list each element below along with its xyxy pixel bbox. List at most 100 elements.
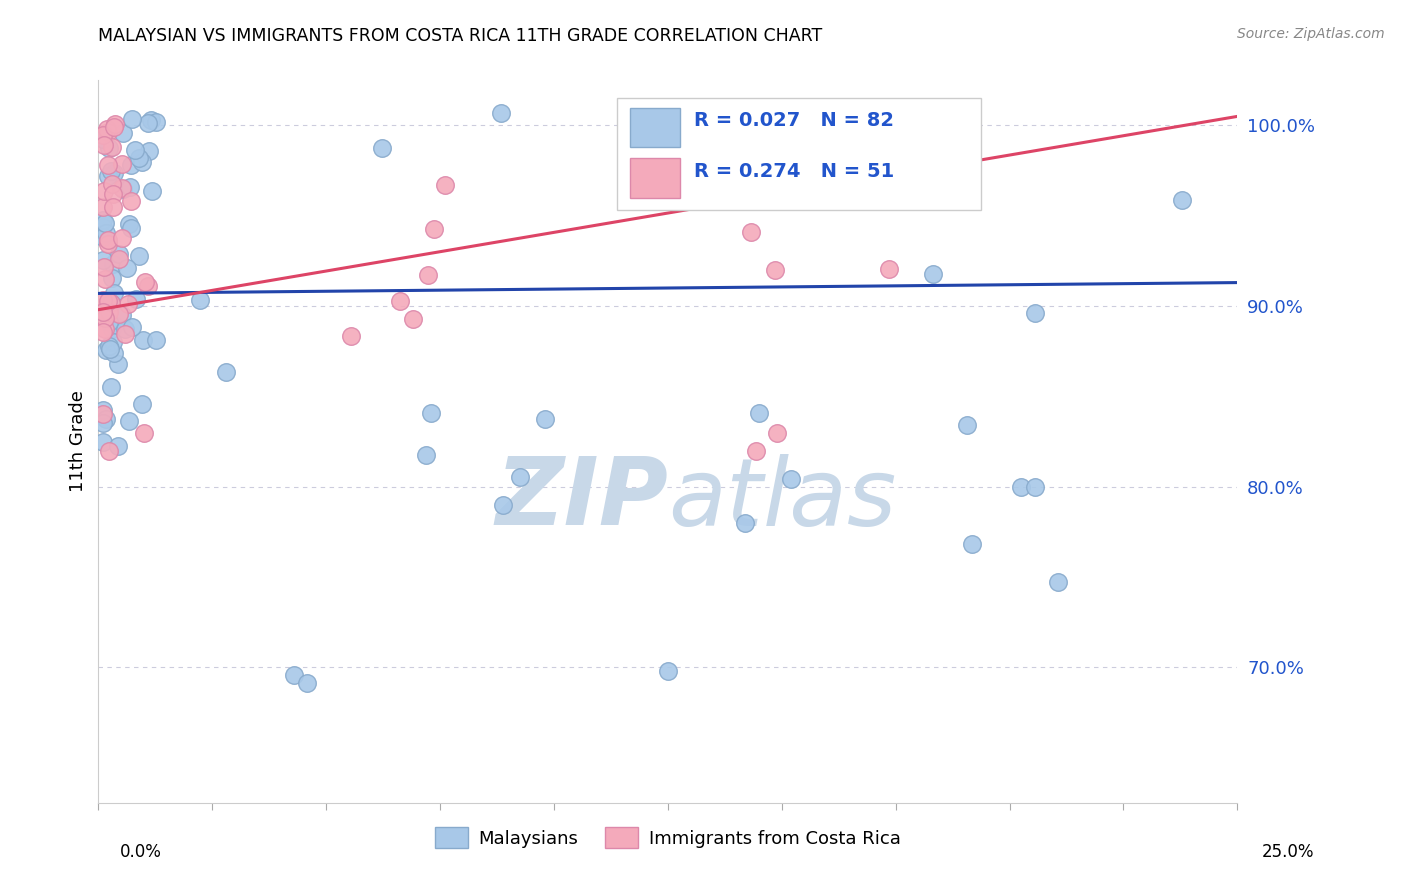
Point [91,434,114,449]
Point [419,406,441,420]
Point [120,179,142,194]
Point [121,320,143,334]
Point [962,537,984,551]
Text: 25.0%: 25.0% [1263,843,1315,861]
Text: MALAYSIAN VS IMMIGRANTS FROM COSTA RICA 11TH GRADE CORRELATION CHART: MALAYSIAN VS IMMIGRANTS FROM COSTA RICA … [98,27,823,45]
Point [104,117,127,131]
Point [91,305,114,319]
Point [107,439,129,453]
Point [108,247,131,261]
Point [91,200,114,214]
Point [98,339,121,353]
Point [111,181,134,195]
Point [94,127,117,141]
Point [145,333,167,347]
Point [94,343,117,357]
Point [214,365,236,379]
Point [138,144,160,158]
Point [111,182,134,196]
Text: atlas: atlas [668,454,896,545]
Point [402,312,425,326]
Point [97,293,120,308]
Point [657,664,679,678]
Point [766,425,789,440]
Point [91,325,114,339]
Point [1024,306,1046,320]
Point [416,268,439,282]
Text: R = 0.274   N = 51: R = 0.274 N = 51 [695,162,894,181]
Point [134,425,156,440]
Point [434,178,457,193]
Point [114,322,136,336]
Point [1010,480,1032,494]
Point [141,184,163,198]
Point [422,222,444,236]
Text: ZIP: ZIP [495,453,668,545]
Point [103,318,125,333]
Point [100,177,122,191]
Point [101,334,124,349]
Point [188,293,211,307]
Point [103,286,125,301]
Point [1024,480,1046,494]
Point [136,116,159,130]
Point [131,155,153,169]
Point [740,225,762,239]
Point [101,271,124,285]
Point [91,212,114,227]
Point [91,293,114,307]
Point [901,147,924,161]
Point [121,112,143,126]
Point [139,112,162,127]
Point [877,262,900,277]
Point [111,127,134,141]
Point [956,418,979,433]
Point [97,124,120,138]
Point [93,272,115,286]
Point [118,414,141,428]
Point [93,184,115,198]
Point [118,217,141,231]
Point [103,346,125,360]
Legend: Malaysians, Immigrants from Costa Rica: Malaysians, Immigrants from Costa Rica [427,820,908,855]
Point [94,226,117,240]
Point [94,322,117,336]
Point [100,163,122,178]
Point [131,397,153,411]
Point [136,278,159,293]
Point [114,327,136,342]
Text: R = 0.027   N = 82: R = 0.027 N = 82 [695,112,894,130]
Point [128,151,150,165]
Point [91,252,114,267]
Point [97,233,120,247]
Point [98,141,121,155]
Point [107,357,129,371]
Point [492,498,515,512]
Point [955,118,977,132]
Point [389,294,412,309]
Point [120,158,142,172]
Point [98,315,121,329]
Point [111,157,134,171]
FancyBboxPatch shape [630,158,681,198]
Point [97,169,120,184]
Point [103,257,125,271]
Point [120,221,142,235]
Point [91,416,114,430]
Point [489,106,512,120]
Point [93,216,115,230]
Point [96,122,118,136]
Point [763,262,786,277]
Point [101,321,124,335]
Point [415,448,437,462]
Point [745,443,768,458]
Point [125,292,148,306]
Point [97,443,120,458]
Point [91,408,114,422]
Point [1170,193,1192,207]
Point [103,200,125,214]
Point [134,275,156,289]
Text: 0.0%: 0.0% [120,843,162,861]
Point [534,412,557,426]
Point [97,158,120,172]
